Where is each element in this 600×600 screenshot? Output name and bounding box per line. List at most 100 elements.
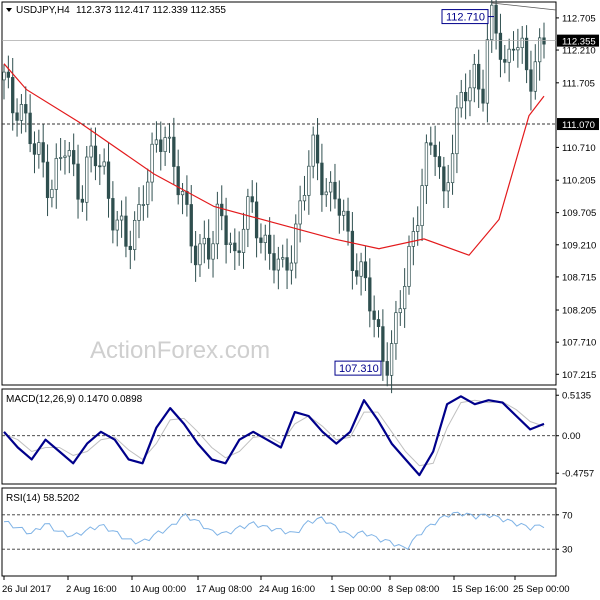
candle-body <box>507 48 511 63</box>
candle-body <box>67 150 71 157</box>
candle-body <box>276 258 281 271</box>
rsi-line <box>3 511 545 550</box>
candle-body <box>411 231 416 247</box>
axis-level-box <box>557 118 599 131</box>
candle-body <box>202 237 206 245</box>
candle-body <box>320 162 324 196</box>
candle-body <box>241 228 246 253</box>
candle-body <box>115 219 119 231</box>
candle-body <box>389 343 394 376</box>
candle-body <box>259 237 263 243</box>
rsi-tick-label: 30 <box>562 545 573 556</box>
candle-body <box>198 243 202 266</box>
candle-body <box>124 215 128 247</box>
candle-body <box>167 136 172 139</box>
candle-body <box>215 203 220 245</box>
rsi-title: RSI(14) 58.5202 <box>6 493 80 504</box>
candle-body <box>442 166 446 192</box>
time-tick-label: 25 Sep 00:00 <box>513 584 570 595</box>
candle-body <box>24 104 28 114</box>
candle-body <box>485 39 490 104</box>
candle-body <box>32 143 37 155</box>
candle-body <box>28 112 32 145</box>
candle-body <box>58 157 63 159</box>
macd-line <box>3 395 545 477</box>
low-label-box <box>334 360 382 376</box>
candle-body <box>72 150 76 165</box>
candle-body <box>450 153 455 184</box>
candle-body <box>381 326 385 362</box>
candle-body <box>111 198 115 231</box>
candle-body <box>159 139 163 152</box>
candle-body <box>102 161 106 167</box>
candle-body <box>2 71 6 81</box>
macd-tick-label: -0.4757 <box>562 469 594 480</box>
candle-body <box>337 198 341 216</box>
candle-body <box>472 63 476 89</box>
price-tick-label: 111.705 <box>562 78 595 89</box>
price-tick-label: 110.710 <box>562 143 596 154</box>
candle-body <box>180 191 185 196</box>
candle-body <box>272 253 276 271</box>
high-label: 112.710 <box>446 12 485 24</box>
candle-body <box>315 134 320 164</box>
time-tick-label: 1 Sep 00:00 <box>330 584 381 595</box>
price-tick-label: 107.710 <box>562 338 596 349</box>
candle-body <box>263 234 267 243</box>
candle-body <box>267 234 272 254</box>
price-panel <box>1 1 557 386</box>
time-tick-label: 8 Sep 08:00 <box>388 584 439 595</box>
macd-tick-label: 0.00 <box>562 431 581 442</box>
time-tick-label: 10 Aug 00:00 <box>130 584 186 595</box>
rsi-plot <box>2 511 556 550</box>
candle-body <box>98 165 102 168</box>
candle-body <box>533 61 537 92</box>
candle-body <box>433 144 437 157</box>
candle-body <box>37 142 41 155</box>
watermark: ActionForex.com <box>90 337 270 364</box>
candle-body <box>481 88 485 104</box>
time-tick-label: 24 Aug 16:00 <box>259 584 315 595</box>
candle-body <box>494 4 498 34</box>
candle-body <box>54 158 58 190</box>
axis-level-label: 111.070 <box>562 120 595 131</box>
candle-body <box>342 210 346 216</box>
candle-body <box>189 204 193 247</box>
candle-body <box>416 225 420 232</box>
candle-body <box>429 142 433 146</box>
candle-body <box>254 201 259 239</box>
candle-body <box>376 319 381 327</box>
candle-body <box>154 139 159 145</box>
moving-average-line <box>3 63 545 256</box>
axis-level-box <box>557 34 599 47</box>
candle-body <box>477 63 481 90</box>
candle-body <box>463 91 468 102</box>
low-label: 107.310 <box>339 363 379 375</box>
candle-body <box>420 185 424 227</box>
candle-body <box>281 257 285 260</box>
candle-body <box>228 242 233 245</box>
candle-body <box>246 196 250 230</box>
trend-line <box>491 2 557 11</box>
candle-body <box>141 204 146 206</box>
symbol-label: USDJPY,H4 <box>16 5 70 16</box>
candle-body <box>41 142 45 163</box>
candle-body <box>224 215 228 245</box>
candle-body <box>172 136 176 167</box>
price-tick-label: 112.210 <box>562 46 596 57</box>
price-tick-label: 109.210 <box>562 240 596 251</box>
candle-body <box>537 37 542 63</box>
candle-body <box>446 182 450 192</box>
candle-body <box>359 261 363 277</box>
candle-body <box>93 145 98 167</box>
candle-body <box>516 47 520 51</box>
macd-title: MACD(12,26,9) 0.1470 0.0898 <box>6 394 143 405</box>
candle-body <box>80 198 85 203</box>
candle-body <box>294 223 298 264</box>
candle-body <box>424 142 429 186</box>
time-tick-label: 15 Sep 16:00 <box>452 584 509 595</box>
candle-body <box>372 310 376 320</box>
candle-body <box>398 308 402 314</box>
price-plot: 112.710 107.310 <box>2 0 557 394</box>
